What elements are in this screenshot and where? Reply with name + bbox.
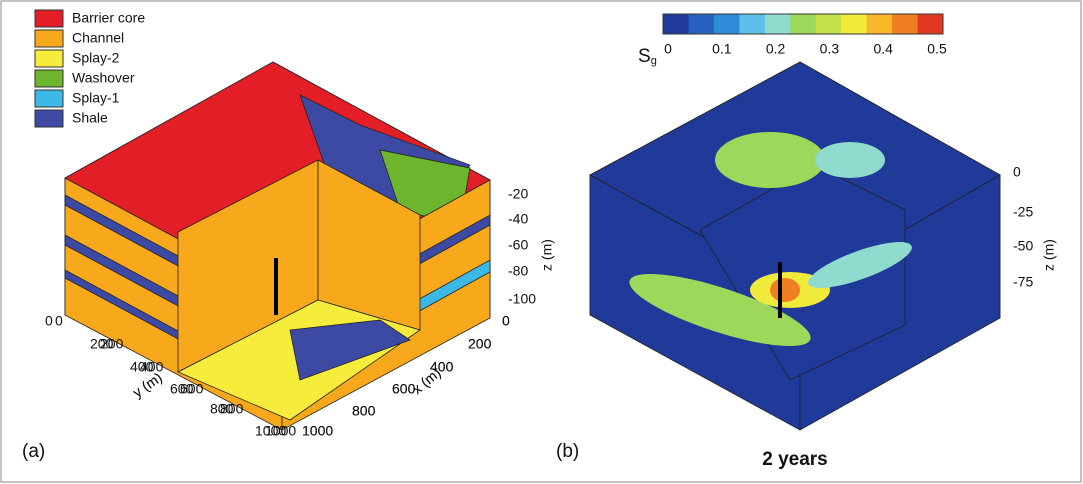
y-tick-label: 200 <box>100 336 124 352</box>
y-tick-label: 800 <box>210 401 234 417</box>
x-tick-label: 400 <box>430 359 454 375</box>
model-a <box>64 61 491 431</box>
x-tick-label: 800 <box>352 403 376 419</box>
legend-swatch <box>34 89 64 108</box>
colorbar-cell <box>841 14 868 34</box>
z-tick-label: -50 <box>1013 238 1033 254</box>
legend-label: Barrier core <box>72 10 145 26</box>
axis-title: z (m) <box>1041 239 1057 271</box>
y-tick-label: 0 <box>55 313 63 329</box>
legend-label: Shale <box>72 110 108 126</box>
y-tick-label: 200 <box>90 336 114 352</box>
colorbar-frame <box>662 13 944 35</box>
colorbar-cell <box>790 14 817 34</box>
z-tick-label: -60 <box>508 237 528 253</box>
x-tick-label: 600 <box>392 381 416 397</box>
z-tick-label: -100 <box>508 291 536 307</box>
colorbar-tick-label: 0.2 <box>766 41 786 57</box>
x-tick-label: 400 <box>430 359 454 375</box>
y-tick-label: 600 <box>170 381 194 397</box>
legend-swatch <box>34 109 64 128</box>
colorbar-cell <box>713 14 740 34</box>
legend-label: Channel <box>72 30 124 46</box>
legend-label: Splay-2 <box>72 50 120 66</box>
caption: 2 years <box>762 449 828 470</box>
z-tick-label: -80 <box>508 263 528 279</box>
legend-swatch <box>34 49 64 68</box>
axis-title: z (m) <box>539 239 555 271</box>
legend-swatch <box>34 69 64 88</box>
z-tick-label: -75 <box>1013 274 1033 290</box>
colorbar-tick-label: 0.4 <box>873 41 893 57</box>
z-tick-label: -25 <box>1013 204 1033 220</box>
z-tick-label: -20 <box>508 186 528 202</box>
symbol: S <box>638 46 651 67</box>
x-tick-label: 1000 <box>302 423 333 439</box>
panel-label: (a) <box>22 441 45 462</box>
colorbar-cell <box>866 14 893 34</box>
panel-label: (b) <box>556 441 579 462</box>
colorbar-cell <box>892 14 919 34</box>
z-tick-label: -40 <box>508 211 528 227</box>
colorbar-tick-label: 0 <box>664 41 672 57</box>
model-b <box>589 61 1001 431</box>
legend-label: Washover <box>72 70 135 86</box>
colorbar-tick-label: 0.3 <box>820 41 840 57</box>
y-tick-label: 800 <box>220 401 244 417</box>
legend-swatch <box>34 29 64 48</box>
x-tick-label: 600 <box>392 381 416 397</box>
colorbar-cell <box>764 14 791 34</box>
x-tick-label: 800 <box>352 403 376 419</box>
colorbar-cell <box>739 14 766 34</box>
subscript: g <box>651 55 657 67</box>
x-tick-label: 1000 <box>302 423 333 439</box>
y-tick-label: 400 <box>130 359 154 375</box>
colorbar-cell <box>815 14 842 34</box>
colorbar-cell <box>917 14 944 34</box>
x-tick-label: 0 <box>502 313 510 329</box>
z-tick-label: 0 <box>1013 164 1021 180</box>
y-tick-label: 1000 <box>265 423 296 439</box>
y-tick-label: 600 <box>180 381 204 397</box>
colorbar-tick-label: 0.1 <box>712 41 732 57</box>
colorbar-cell <box>663 14 689 34</box>
x-tick-label: 0 <box>502 313 510 329</box>
colorbar-cell <box>688 14 715 34</box>
legend-swatch <box>34 9 64 28</box>
y-tick-label: 1000 <box>255 423 286 439</box>
colorbar-tick-label: 0.5 <box>927 41 947 57</box>
x-tick-label: 200 <box>468 336 492 352</box>
y-tick-label: 400 <box>140 359 164 375</box>
legend-label: Splay-1 <box>72 90 120 106</box>
colorbar-title: Sg <box>638 46 657 67</box>
y-tick-label: 0 <box>45 313 53 329</box>
x-tick-label: 200 <box>468 336 492 352</box>
